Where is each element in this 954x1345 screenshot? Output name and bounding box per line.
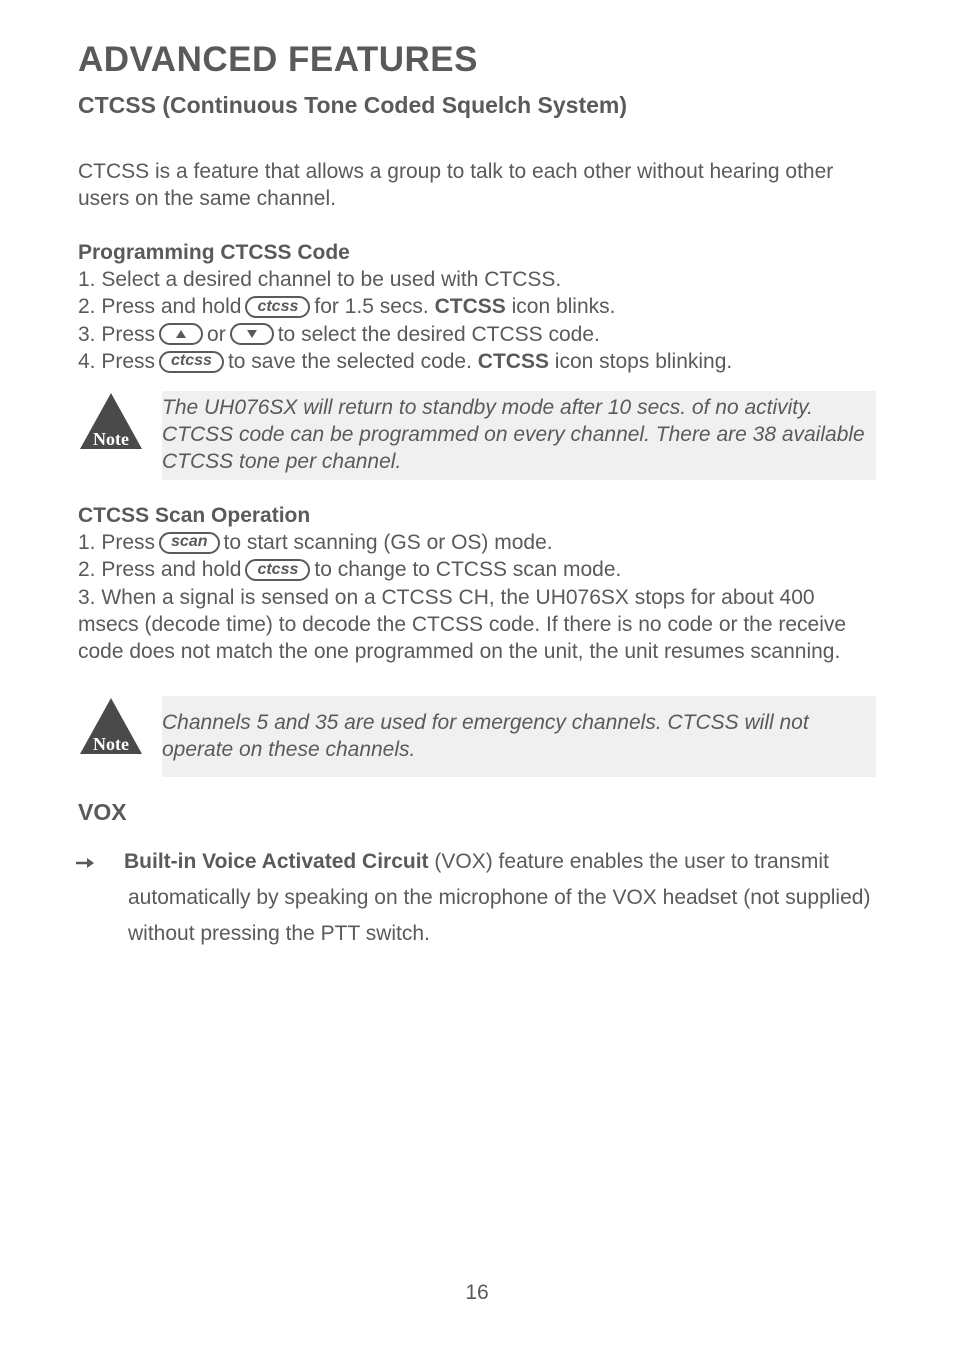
svg-text:Note: Note bbox=[93, 429, 129, 449]
right-arrow-icon bbox=[102, 844, 124, 880]
prog-step-2: 2. Press and hold ctcss for 1.5 secs. CT… bbox=[78, 293, 876, 320]
scan-step-2: 2. Press and hold ctcss to change to CTC… bbox=[78, 556, 876, 583]
prog-step-4-bold: CTCSS bbox=[478, 350, 549, 373]
prog-step-2-bold: CTCSS bbox=[435, 295, 506, 318]
note-warning-icon: Note bbox=[78, 391, 144, 457]
scan-step-1a: 1. Press bbox=[78, 529, 155, 556]
note-warning-icon: Note bbox=[78, 696, 144, 762]
prog-step-4c-text: icon stops blinking. bbox=[549, 350, 732, 373]
svg-text:Note: Note bbox=[93, 734, 129, 754]
prog-step-2b-text: for 1.5 secs. bbox=[314, 295, 434, 318]
programming-heading: Programming CTCSS Code bbox=[78, 239, 876, 266]
note-1-row: Note The UH076SX will return to standby … bbox=[78, 391, 876, 480]
ctcss-heading: CTCSS (Continuous Tone Coded Squelch Sys… bbox=[78, 92, 876, 119]
ctcss-pill-icon: ctcss bbox=[159, 351, 224, 373]
down-arrow-pill-icon bbox=[230, 323, 274, 345]
vox-paragraph: Built-in Voice Activated Circuit (VOX) f… bbox=[78, 844, 876, 951]
scan-heading: CTCSS Scan Operation bbox=[78, 502, 876, 529]
note-2-row: Note Channels 5 and 35 are used for emer… bbox=[78, 696, 876, 778]
prog-step-3c: to select the desired CTCSS code. bbox=[278, 321, 600, 348]
page-number: 16 bbox=[0, 1281, 954, 1305]
ctcss-intro: CTCSS is a feature that allows a group t… bbox=[78, 159, 876, 213]
scan-step-2b: to change to CTCSS scan mode. bbox=[314, 556, 621, 583]
prog-step-2a: 2. Press and hold bbox=[78, 293, 241, 320]
note-1-text: The UH076SX will return to standby mode … bbox=[162, 391, 876, 480]
scan-step-3: 3. When a signal is sensed on a CTCSS CH… bbox=[78, 584, 876, 666]
up-arrow-pill-icon bbox=[159, 323, 203, 345]
prog-step-4: 4. Press ctcss to save the selected code… bbox=[78, 348, 876, 375]
scan-step-1b: to start scanning (GS or OS) mode. bbox=[224, 529, 553, 556]
prog-step-4b-text: to save the selected code. bbox=[228, 350, 478, 373]
vox-heading: VOX bbox=[78, 799, 876, 826]
prog-step-1: 1. Select a desired channel to be used w… bbox=[78, 266, 876, 293]
prog-step-3b: or bbox=[207, 321, 226, 348]
scan-pill-icon: scan bbox=[159, 532, 219, 554]
prog-step-2b: for 1.5 secs. CTCSS icon blinks. bbox=[314, 293, 615, 320]
scan-step-2a: 2. Press and hold bbox=[78, 556, 241, 583]
prog-step-4a: 4. Press bbox=[78, 348, 155, 375]
vox-bold: Built-in Voice Activated Circuit bbox=[124, 850, 429, 873]
ctcss-pill-icon: ctcss bbox=[245, 296, 310, 318]
prog-step-2c-text: icon blinks. bbox=[506, 295, 616, 318]
note-2-text: Channels 5 and 35 are used for emergency… bbox=[162, 696, 876, 778]
prog-step-3a: 3. Press bbox=[78, 321, 155, 348]
ctcss-pill-icon: ctcss bbox=[245, 559, 310, 581]
prog-step-3: 3. Press or to select the desired CTCSS … bbox=[78, 321, 876, 348]
scan-step-1: 1. Press scan to start scanning (GS or O… bbox=[78, 529, 876, 556]
page-title: ADVANCED FEATURES bbox=[78, 40, 876, 80]
prog-step-4b: to save the selected code. CTCSS icon st… bbox=[228, 348, 732, 375]
